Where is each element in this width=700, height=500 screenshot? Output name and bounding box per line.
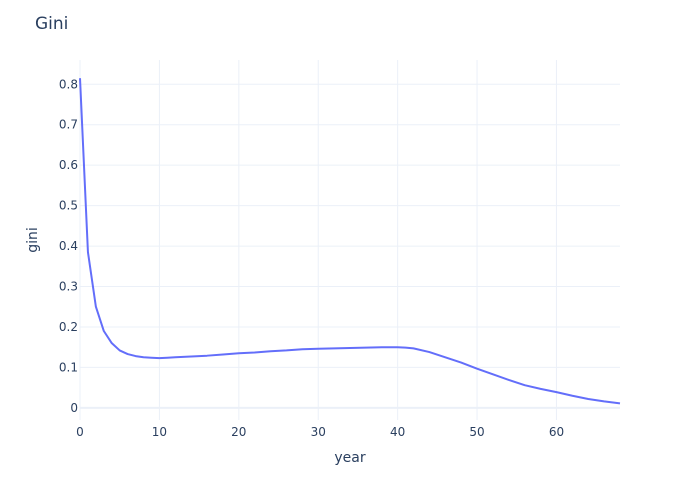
tick-label-layer: 0 10 20 30 40 50 60 0 0.1 0.2 0.3 0.4 0.5 0.6 0.7 0.8 — [59, 77, 564, 439]
series-line-0 — [79, 78, 621, 405]
y-tick-label: 0.1 — [59, 360, 78, 374]
x-tick-label: 20 — [231, 425, 246, 439]
x-tick-label: 50 — [469, 425, 484, 439]
y-tick-label: 0.4 — [59, 239, 78, 253]
grid-layer — [79, 60, 620, 420]
x-tick-label: 10 — [152, 425, 167, 439]
chart-title: Gini — [35, 14, 68, 34]
y-tick-label: 0.7 — [59, 118, 78, 132]
x-tick-label: 60 — [549, 425, 564, 439]
y-tick-label: 0.2 — [59, 320, 78, 334]
x-tick-label: 0 — [76, 425, 84, 439]
x-tick-label: 40 — [390, 425, 405, 439]
x-tick-label: 30 — [311, 425, 326, 439]
y-tick-label: 0 — [70, 401, 78, 415]
y-axis-label: gini — [25, 227, 41, 253]
y-tick-label: 0.8 — [59, 77, 78, 91]
y-tick-label: 0.3 — [59, 280, 78, 294]
y-tick-label: 0.6 — [59, 158, 78, 172]
x-axis-label: year — [334, 450, 365, 466]
y-tick-label: 0.5 — [59, 199, 78, 213]
series-layer — [79, 78, 621, 405]
